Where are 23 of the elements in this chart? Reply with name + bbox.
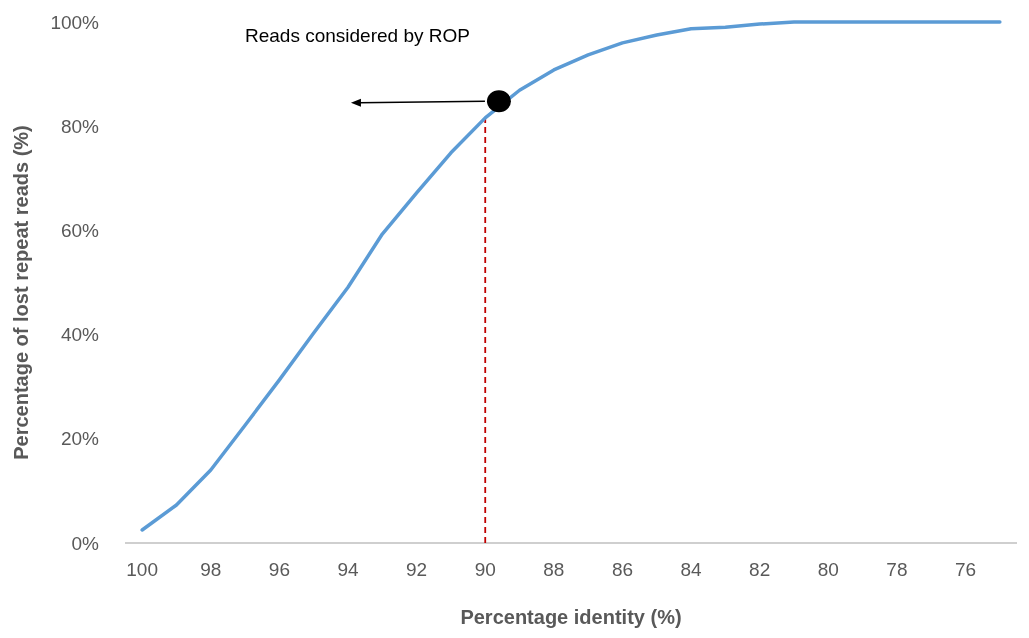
y-tick-label: 0% xyxy=(71,532,100,554)
x-axis-title: Percentage identity (%) xyxy=(460,606,682,628)
x-tick-label: 94 xyxy=(337,559,359,580)
x-tick-label: 90 xyxy=(474,559,496,580)
x-tick-label: 92 xyxy=(406,559,428,580)
y-tick-label: 20% xyxy=(60,428,100,450)
x-tick-label: 86 xyxy=(611,559,634,580)
x-tick-label: 76 xyxy=(954,559,977,580)
line-series xyxy=(140,20,1002,532)
x-tick-label: 82 xyxy=(749,559,771,580)
x-tick-label: 80 xyxy=(817,559,839,580)
y-tick-label: 40% xyxy=(60,324,100,346)
x-tick-label: 88 xyxy=(543,559,565,580)
x-tick-label: 98 xyxy=(200,559,222,580)
x-tick-label: 84 xyxy=(680,559,703,580)
x-tick-label: 96 xyxy=(268,559,290,580)
y-axis-title: Percentage of lost repeat reads (%) xyxy=(10,125,32,460)
x-tick-label: 78 xyxy=(886,559,908,580)
y-tick-label: 60% xyxy=(60,220,100,242)
y-tick-label: 80% xyxy=(60,115,100,137)
y-tick-label: 100% xyxy=(50,11,100,33)
annotation: Reads considered by ROP xyxy=(245,25,470,46)
x-tick-label: 100 xyxy=(126,559,159,580)
